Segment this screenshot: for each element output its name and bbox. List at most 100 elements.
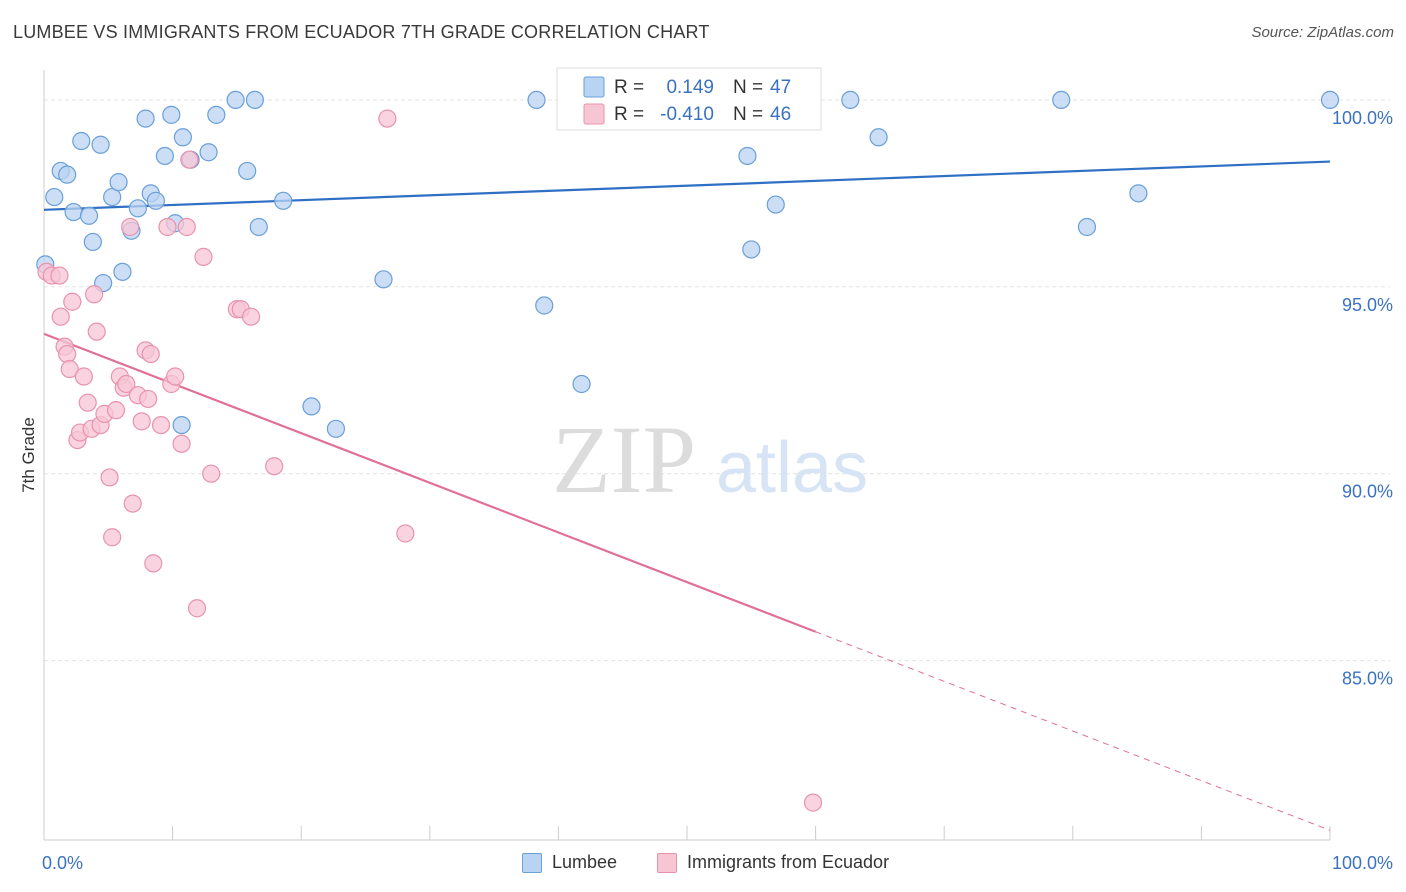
point-lumbee xyxy=(1320,90,1340,110)
point-lumbee xyxy=(326,419,346,438)
point-lumbee xyxy=(207,105,226,124)
point-ecuador xyxy=(177,217,196,237)
y-axis-label: 7th Grade xyxy=(19,417,38,493)
tick-labels: 85.0% 90.0% 95.0% 100.0% 0.0% 100.0% xyxy=(42,108,1393,873)
chart-title: LUMBEE VS IMMIGRANTS FROM ECUADOR 7TH GR… xyxy=(13,22,710,42)
point-ecuador xyxy=(378,109,397,128)
point-ecuador xyxy=(117,374,136,394)
legend-n-value-2: 46 xyxy=(770,104,791,125)
point-ecuador xyxy=(87,322,106,341)
legend-label-ecuador: Immigrants from Ecuador xyxy=(687,852,890,872)
y-tick-label: 95.0% xyxy=(1342,295,1393,315)
point-ecuador xyxy=(106,401,126,420)
point-ecuador xyxy=(166,367,185,386)
point-lumbee xyxy=(245,90,265,110)
point-ecuador xyxy=(194,247,213,266)
point-ecuador xyxy=(50,266,69,285)
point-ecuador xyxy=(78,393,97,412)
point-lumbee xyxy=(113,262,132,281)
point-ecuador xyxy=(100,468,119,487)
point-ecuador xyxy=(123,494,142,513)
trend-line-ecuador xyxy=(43,332,816,633)
point-lumbee xyxy=(146,191,165,210)
point-lumbee xyxy=(83,232,102,252)
point-lumbee xyxy=(173,128,192,147)
watermark-atlas: atlas xyxy=(716,428,868,508)
point-ecuador xyxy=(121,217,140,237)
point-ecuador xyxy=(144,554,163,573)
point-lumbee xyxy=(1077,217,1097,237)
trend-line-dashed-ecuador xyxy=(815,631,1331,831)
axes xyxy=(43,70,1331,841)
point-ecuador xyxy=(803,793,823,812)
point-lumbee xyxy=(742,240,761,259)
point-lumbee xyxy=(199,143,218,162)
point-lumbee xyxy=(155,146,174,166)
point-ecuador xyxy=(396,524,415,543)
point-ecuador xyxy=(58,344,77,364)
legend-r-label-2: R = xyxy=(614,104,644,125)
point-lumbee xyxy=(79,206,99,225)
point-ecuador xyxy=(103,528,122,547)
data-points xyxy=(36,90,1340,812)
point-lumbee xyxy=(738,146,757,166)
legend-item-ecuador: Immigrants from Ecuador xyxy=(657,852,889,873)
x-tick-label-min: 0.0% xyxy=(42,853,83,873)
point-lumbee xyxy=(172,415,191,435)
point-lumbee xyxy=(1129,184,1148,203)
source-label: Source: ZipAtlas.com xyxy=(1251,24,1394,41)
point-lumbee xyxy=(527,90,546,110)
point-lumbee xyxy=(64,202,83,222)
point-ecuador xyxy=(187,599,207,618)
point-lumbee xyxy=(91,135,110,154)
point-ecuador xyxy=(202,464,221,483)
point-lumbee xyxy=(535,296,554,315)
point-lumbee xyxy=(45,187,64,207)
point-lumbee xyxy=(109,173,128,192)
point-lumbee xyxy=(766,195,785,214)
point-lumbee xyxy=(162,105,181,124)
legend-swatch-lumbee xyxy=(583,76,605,98)
point-lumbee xyxy=(274,191,293,210)
point-lumbee xyxy=(58,165,77,184)
point-lumbee xyxy=(302,397,321,416)
watermark: ZIP atlas xyxy=(552,406,868,513)
point-ecuador xyxy=(172,434,191,453)
legend-label-lumbee: Lumbee xyxy=(552,852,618,872)
point-ecuador xyxy=(132,412,151,431)
legend-swatch-lumbee-bottom xyxy=(522,852,542,873)
trend-line-lumbee xyxy=(43,160,1331,211)
legend-n-label-2: N = xyxy=(733,104,763,125)
legend-r-value-2: -0.410 xyxy=(660,104,714,125)
x-tick-label-max: 100.0% xyxy=(1332,853,1393,873)
point-lumbee xyxy=(869,128,888,147)
legend-n-value-1: 47 xyxy=(770,77,791,98)
point-ecuador xyxy=(151,415,171,435)
point-ecuador xyxy=(63,292,82,311)
point-ecuador xyxy=(141,344,160,364)
legend-n-label-1: N = xyxy=(733,77,763,98)
point-lumbee xyxy=(238,161,257,181)
point-lumbee xyxy=(572,374,591,394)
watermark-zip: ZIP xyxy=(552,406,696,513)
point-lumbee xyxy=(226,90,245,110)
point-lumbee xyxy=(72,131,91,151)
point-ecuador xyxy=(74,367,93,386)
point-lumbee xyxy=(128,199,147,218)
legend-box: R = 0.149 N = 47 R = -0.410 N = 46 xyxy=(556,67,822,131)
y-tick-label: 85.0% xyxy=(1342,669,1393,689)
point-lumbee xyxy=(103,187,122,207)
point-lumbee xyxy=(374,270,393,289)
point-ecuador xyxy=(51,307,70,326)
point-ecuador xyxy=(241,307,261,326)
point-lumbee xyxy=(841,90,860,110)
point-lumbee xyxy=(249,217,268,237)
y-tick-label: 90.0% xyxy=(1342,482,1393,502)
legend-swatch-ecuador xyxy=(583,103,605,125)
grid-lines xyxy=(44,99,1390,662)
point-ecuador xyxy=(85,285,104,304)
point-ecuador xyxy=(180,150,199,169)
legend-swatch-ecuador-bottom xyxy=(657,852,677,873)
legend-item-lumbee: Lumbee xyxy=(522,852,617,873)
